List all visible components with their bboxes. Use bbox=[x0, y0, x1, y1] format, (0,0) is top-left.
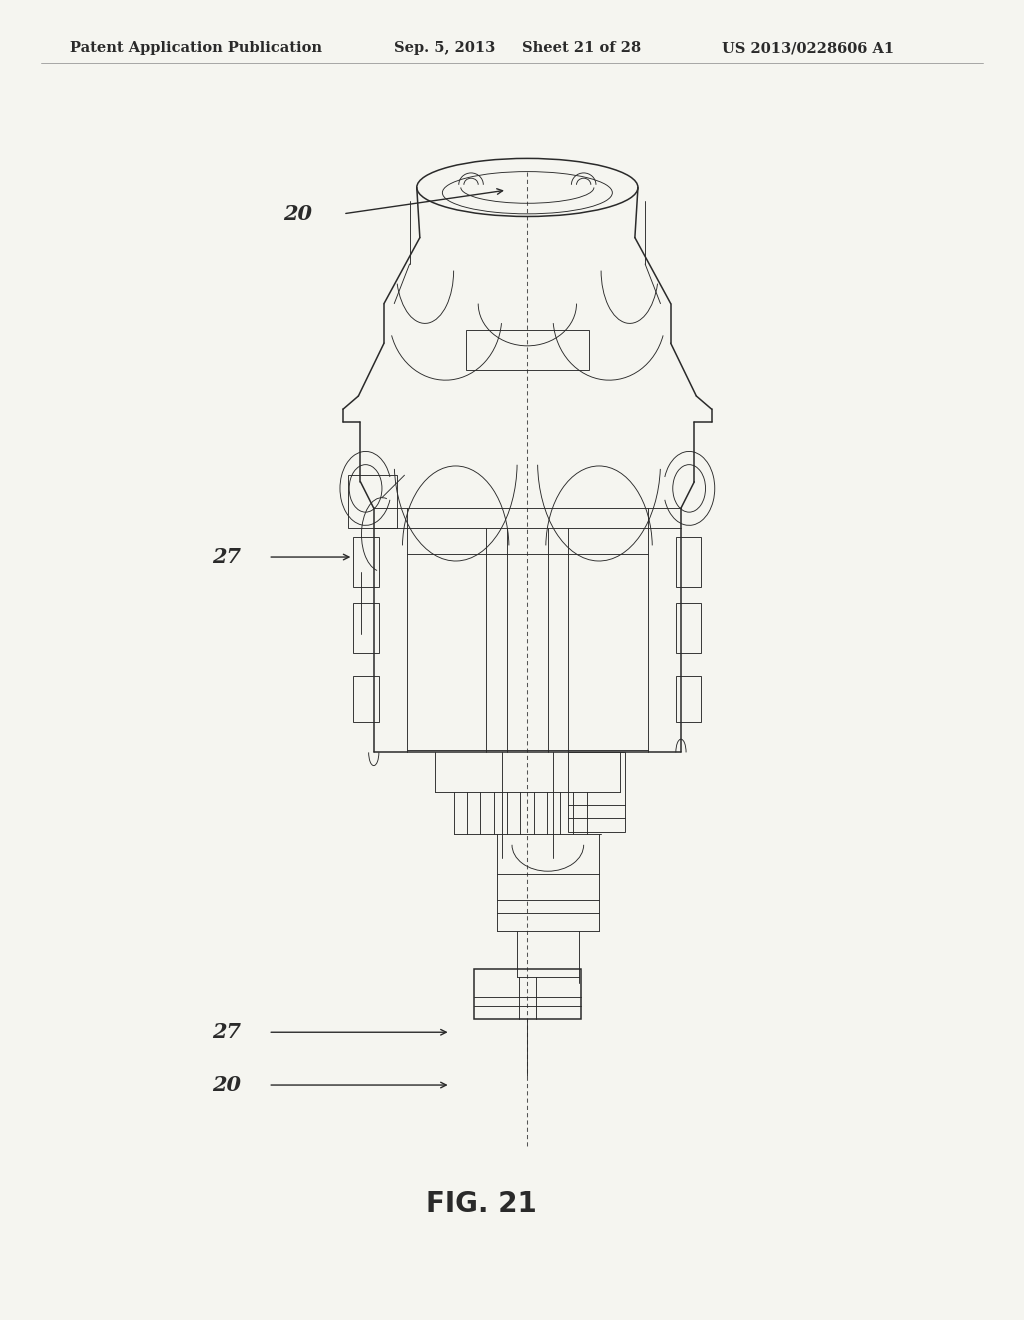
Text: Sep. 5, 2013: Sep. 5, 2013 bbox=[394, 41, 496, 55]
Bar bbox=[353, 603, 379, 653]
Text: US 2013/0228606 A1: US 2013/0228606 A1 bbox=[722, 41, 894, 55]
Bar bbox=[676, 537, 701, 587]
Text: Sheet 21 of 28: Sheet 21 of 28 bbox=[522, 41, 641, 55]
Text: FIG. 21: FIG. 21 bbox=[426, 1189, 537, 1218]
Text: Patent Application Publication: Patent Application Publication bbox=[70, 41, 322, 55]
Bar bbox=[353, 676, 379, 722]
Bar bbox=[348, 475, 397, 528]
Bar bbox=[676, 676, 701, 722]
Bar bbox=[466, 330, 589, 370]
Bar bbox=[676, 603, 701, 653]
Bar bbox=[568, 752, 625, 832]
Text: 20: 20 bbox=[284, 203, 312, 224]
Bar bbox=[474, 969, 581, 1019]
Text: 27: 27 bbox=[212, 1022, 241, 1043]
Bar bbox=[353, 537, 379, 587]
Text: 27: 27 bbox=[212, 546, 241, 568]
Text: 20: 20 bbox=[212, 1074, 241, 1096]
